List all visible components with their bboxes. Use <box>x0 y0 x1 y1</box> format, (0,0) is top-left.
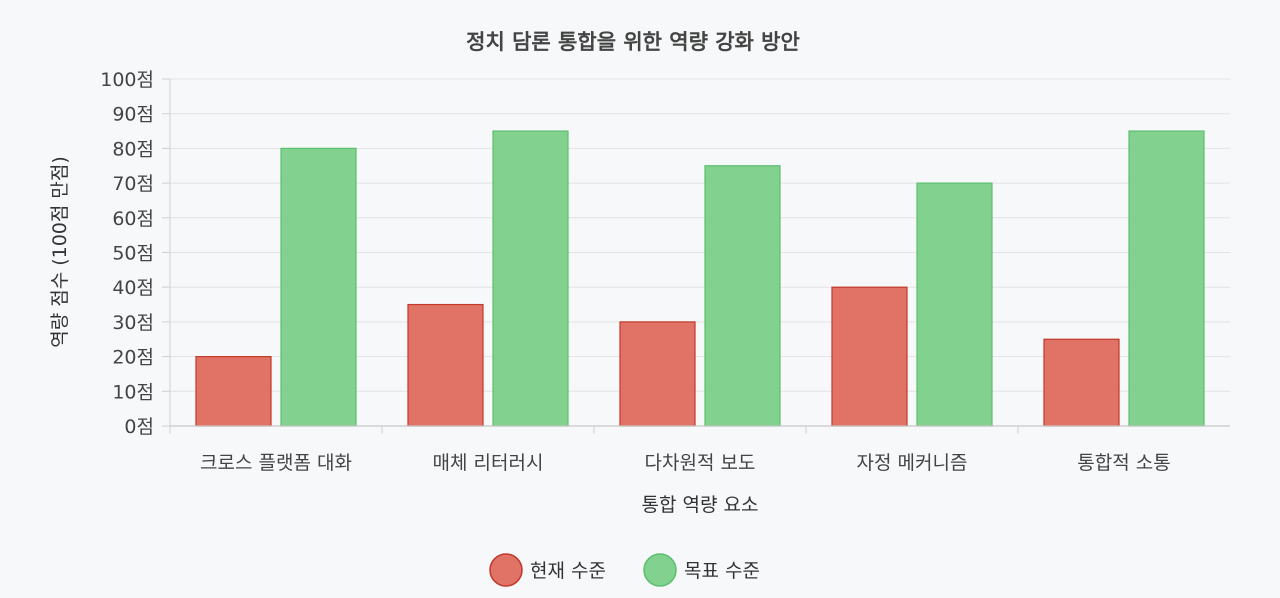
legend: 현재 수준 목표 수준 <box>489 553 760 587</box>
bar-target <box>280 147 357 427</box>
x-tick-label: 매체 리터러시 <box>433 452 544 474</box>
bar-target <box>1128 130 1205 427</box>
y-tick-label: 50점 <box>112 243 154 265</box>
bar-current <box>195 356 272 427</box>
bars <box>195 130 1205 427</box>
bar-target <box>492 130 569 427</box>
y-tick-label: 70점 <box>112 173 154 195</box>
y-tick-label: 10점 <box>112 381 154 403</box>
legend-label: 목표 수준 <box>684 560 760 582</box>
legend-swatch <box>489 553 523 587</box>
y-tick-label: 30점 <box>112 312 154 334</box>
x-tick-label: 통합적 소통 <box>1077 452 1170 474</box>
y-axis-title: 역량 점수 (100점 만점) <box>49 156 71 348</box>
x-axis-title: 통합 역량 요소 <box>642 494 759 516</box>
y-tick-label: 90점 <box>112 104 154 126</box>
bar-current <box>1043 338 1120 427</box>
bar-target <box>916 182 993 427</box>
y-tick-label: 0점 <box>124 416 154 438</box>
x-tick-label: 자정 메커니즘 <box>857 452 968 474</box>
legend-label: 현재 수준 <box>530 560 606 582</box>
x-tick-label: 다차원적 보도 <box>645 452 756 474</box>
bar-current <box>407 303 484 427</box>
bar-target <box>704 165 781 427</box>
y-tick-label: 60점 <box>112 208 154 230</box>
y-tick-label: 80점 <box>112 138 154 160</box>
legend-swatch <box>643 553 677 587</box>
x-tick-label: 크로스 플랫폼 대화 <box>200 452 352 474</box>
bar-current <box>831 286 908 427</box>
y-tick-label: 40점 <box>112 277 154 299</box>
bar-current <box>619 321 696 427</box>
y-tick-label: 100점 <box>100 69 154 91</box>
y-tick-label: 20점 <box>112 347 154 369</box>
chart-title: 정치 담론 통합을 위한 역량 강화 방안 <box>466 30 800 54</box>
